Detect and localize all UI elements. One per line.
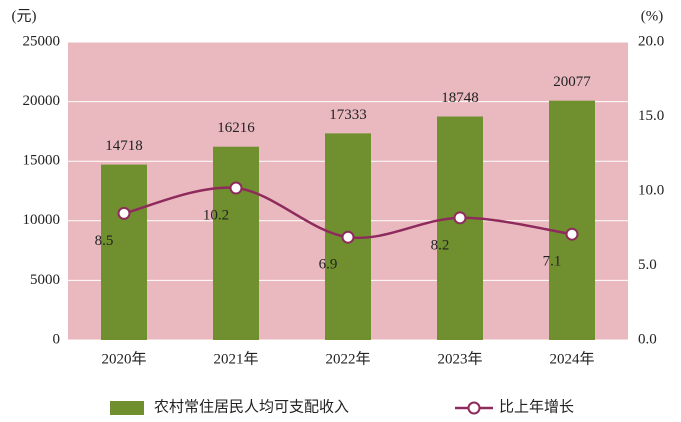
y-tick-label: 5000 [30,272,60,288]
line-marker [453,211,467,225]
y2-tick-label: 10.0 [638,182,664,198]
line-marker [117,206,131,220]
x-tick-label: 2020年 [101,350,146,367]
bar-value-label: 14718 [105,138,143,154]
bar-value-label: 18748 [441,90,479,106]
line-value-label: 8.2 [431,237,450,253]
bar [549,100,595,340]
line-value-label: 6.9 [319,257,338,273]
y2-tick-label: 20.0 [638,33,664,49]
y2-tick-label: 0.0 [638,331,657,347]
legend-marker [467,401,481,415]
bar-value-label: 17333 [329,107,367,123]
legend-swatch [110,401,144,415]
y-tick-label: 15000 [23,153,61,169]
bar [213,146,259,340]
legend-label: 比上年增长 [499,398,574,415]
y2-tick-label: 5.0 [638,257,657,273]
x-tick-label: 2021年 [213,350,258,367]
bar [101,164,147,340]
y2-unit: (%) [641,8,664,24]
y-tick-label: 20000 [23,93,61,109]
bar-value-label: 20077 [553,74,591,90]
line-marker [565,227,579,241]
x-tick-label: 2023年 [437,350,482,367]
x-tick-label: 2022年 [325,350,370,367]
line-value-label: 7.1 [543,254,562,270]
y2-tick-label: 15.0 [638,108,664,124]
bar-value-label: 16216 [217,120,255,136]
bar [437,116,483,341]
line-value-label: 8.5 [95,233,114,249]
y-unit: (元) [12,8,37,24]
y-tick-label: 10000 [23,212,61,228]
x-tick-label: 2024年 [549,350,594,367]
y-tick-label: 0 [53,331,61,347]
line-value-label: 10.2 [203,207,229,223]
legend-label: 农村常住居民人均可支配收入 [154,398,349,415]
line-marker [341,230,355,244]
line-marker [229,181,243,195]
y-tick-label: 25000 [23,33,61,49]
